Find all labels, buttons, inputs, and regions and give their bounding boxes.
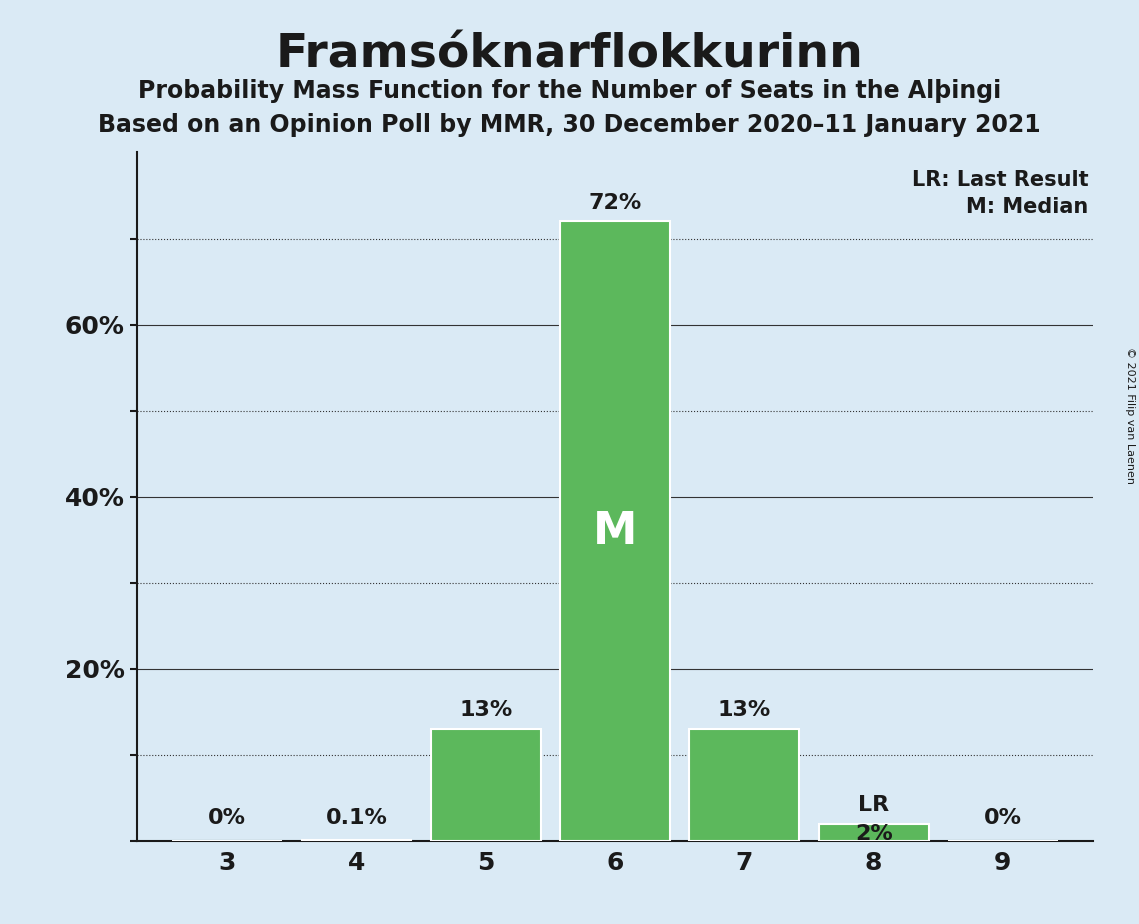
Text: Probability Mass Function for the Number of Seats in the Alþingi: Probability Mass Function for the Number… (138, 79, 1001, 103)
Text: 13%: 13% (718, 700, 771, 721)
Text: M: M (593, 509, 637, 553)
Text: 2%: 2% (854, 823, 893, 844)
Text: LR: Last Result: LR: Last Result (912, 170, 1089, 189)
Bar (819, 823, 928, 841)
Text: Based on an Opinion Poll by MMR, 30 December 2020–11 January 2021: Based on an Opinion Poll by MMR, 30 Dece… (98, 113, 1041, 137)
Text: 0%: 0% (208, 808, 246, 828)
Text: Framsóknarflokkurinn: Framsóknarflokkurinn (276, 32, 863, 78)
Text: 0.1%: 0.1% (326, 808, 387, 828)
Text: LR: LR (858, 795, 890, 815)
Bar (689, 729, 800, 841)
Bar (431, 729, 541, 841)
Bar (560, 222, 670, 841)
Text: 13%: 13% (459, 700, 513, 721)
Text: 72%: 72% (589, 193, 641, 213)
Text: M: Median: M: Median (966, 197, 1089, 217)
Text: © 2021 Filip van Laenen: © 2021 Filip van Laenen (1125, 347, 1134, 484)
Text: 0%: 0% (984, 808, 1022, 828)
